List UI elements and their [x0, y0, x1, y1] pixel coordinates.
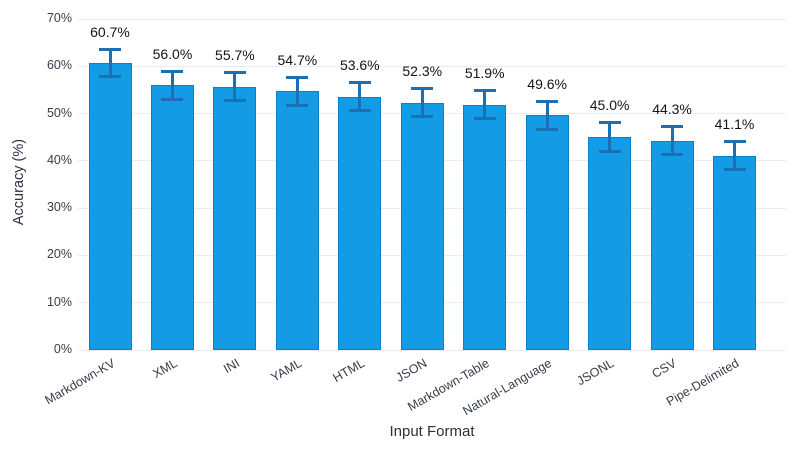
y-tick-label: 0%: [53, 342, 72, 356]
error-bar-cap-top: [286, 76, 309, 80]
bar: [338, 96, 382, 350]
error-bar-stem: [545, 100, 549, 131]
error-bar-cap-bottom: [661, 153, 684, 157]
plot-area: 60.7% 56.0% 55.7% 54.7% 53.6% 52.3% 51.9% 49.6%…: [78, 18, 786, 351]
error-bar-stem: [170, 70, 174, 100]
bar: [88, 62, 132, 350]
y-tick-label: 70%: [46, 11, 72, 25]
error-bar-cap-bottom: [536, 128, 559, 132]
x-tick-label: JSONL: [574, 356, 617, 389]
error-bar-stem: [295, 77, 299, 106]
x-tick-label: INI: [221, 356, 242, 377]
bar-value-label: 56.0%: [152, 45, 193, 62]
error-bar-cap-top: [411, 87, 434, 91]
error-bar-cap-top: [348, 80, 371, 84]
bar: [150, 85, 194, 350]
error-bar-stem: [733, 140, 736, 171]
bar-value-label: 53.6%: [339, 56, 380, 73]
y-tick-label: 20%: [46, 247, 72, 262]
error-bar-cap-top: [161, 69, 184, 73]
error-bar-cap-top: [99, 47, 121, 51]
error-bar-stem: [108, 48, 112, 78]
error-bar-stem: [233, 71, 237, 102]
error-bar-stem: [483, 89, 487, 120]
error-bar-cap-bottom: [161, 97, 184, 101]
bar-value-label: 45.0%: [589, 97, 630, 114]
error-bar-cap-bottom: [286, 103, 309, 107]
error-bar-cap-bottom: [99, 75, 121, 79]
error-bar-cap-top: [723, 139, 746, 143]
bar: [713, 155, 756, 350]
x-tick-label: CSV: [649, 356, 680, 381]
bar: [463, 104, 507, 350]
y-tick-label: 60%: [46, 58, 72, 73]
error-bar-cap-top: [661, 124, 684, 128]
error-bar-cap-top: [473, 88, 496, 92]
bar: [525, 115, 569, 350]
bar-value-label: 41.1%: [714, 115, 755, 132]
error-bar-stem: [670, 125, 674, 156]
error-bar-cap-bottom: [411, 115, 434, 119]
x-axis-title: Input Format: [389, 423, 475, 440]
gridline: [78, 65, 786, 67]
bar: [213, 86, 257, 350]
bar: [400, 102, 444, 350]
gridline: [78, 349, 786, 351]
bar: [588, 137, 632, 350]
y-tick-label: 30%: [46, 200, 72, 215]
bar-value-label: 55.7%: [215, 46, 255, 63]
x-tick-label: XML: [150, 356, 180, 381]
error-bar-cap-bottom: [348, 109, 371, 113]
y-tick-label: 50%: [46, 105, 72, 120]
error-bar-stem: [420, 88, 424, 118]
error-bar-stem: [608, 122, 612, 153]
x-tick-label: YAML: [268, 356, 305, 385]
x-tick-label: HTML: [330, 356, 367, 386]
error-bar-cap-bottom: [598, 150, 621, 154]
error-bar-cap-top: [536, 99, 559, 103]
x-tick-label: JSON: [393, 356, 430, 385]
y-tick-label: 10%: [46, 294, 72, 309]
bar-value-label: 52.3%: [402, 63, 443, 80]
bar-value-label: 49.6%: [527, 75, 567, 92]
bar-value-label: 60.7%: [90, 23, 130, 40]
bar-value-label: 44.3%: [652, 100, 692, 117]
error-bar-cap-bottom: [473, 117, 496, 121]
error-bar-cap-bottom: [223, 99, 246, 103]
error-bar-stem: [358, 81, 362, 112]
error-bar-cap-top: [598, 121, 621, 125]
bar-value-label: 51.9%: [464, 64, 505, 81]
bar: [275, 91, 319, 350]
gridline: [78, 18, 786, 20]
error-bar-cap-bottom: [723, 168, 746, 172]
bar-value-label: 54.7%: [277, 52, 318, 69]
y-tick-label: 40%: [46, 152, 72, 167]
bar: [650, 140, 694, 350]
error-bar-cap-top: [223, 70, 246, 74]
x-axis: Markdown-KV XML INI YAML HTML JSON Markdown-Ta…: [0, 350, 794, 420]
x-tick-label: Markdown-KV: [42, 356, 117, 408]
